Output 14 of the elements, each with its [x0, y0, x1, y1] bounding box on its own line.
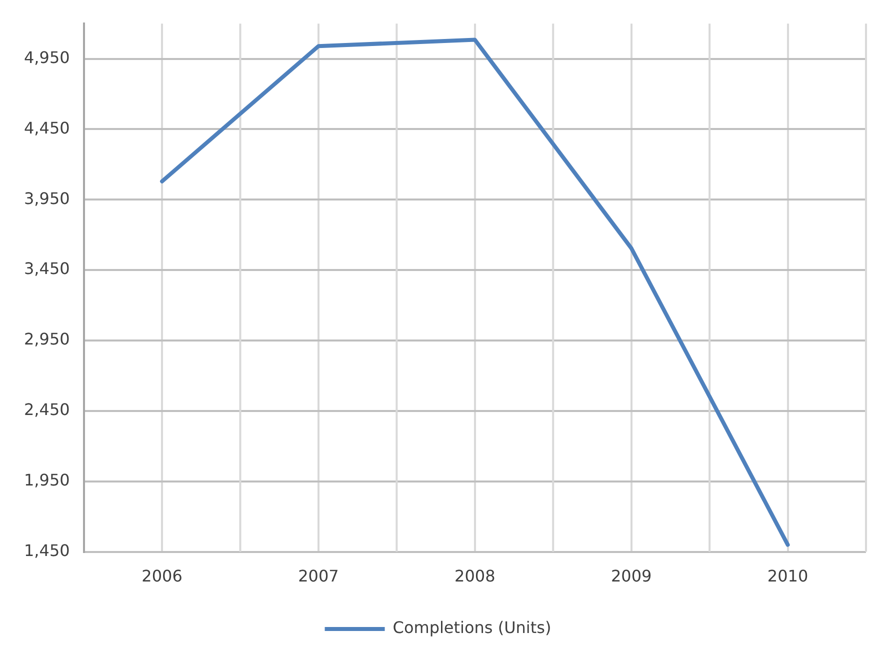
y-tick-label: 4,450: [24, 118, 70, 138]
y-tick-label: 1,450: [24, 540, 70, 560]
y-tick-label: 3,450: [24, 259, 70, 278]
y-tick-label: 2,950: [24, 330, 70, 349]
y-tick-label: 2,450: [24, 400, 70, 420]
y-tick-label: 3,950: [24, 188, 70, 208]
y-tick-label: 1,950: [24, 470, 70, 490]
x-tick-label: 2009: [610, 566, 652, 586]
x-tick-label: 2007: [298, 566, 339, 586]
legend-label: Completions (Units): [392, 618, 552, 638]
x-tick-label: 2010: [767, 566, 808, 586]
x-tick-label: 2008: [454, 566, 496, 586]
x-tick-label: 2006: [142, 566, 182, 586]
y-tick-label: 4,950: [24, 48, 70, 67]
